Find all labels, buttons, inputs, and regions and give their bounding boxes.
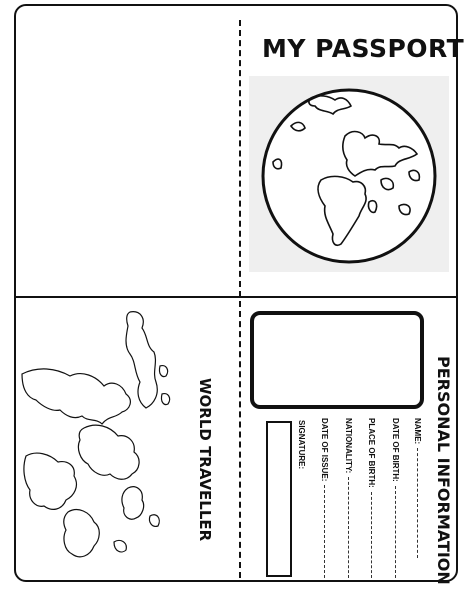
field-line: [417, 448, 418, 559]
globe-icon: [249, 76, 449, 272]
field-line: [348, 477, 349, 578]
field-label: NAME:: [413, 418, 422, 445]
nationality-field: NATIONALITY:: [344, 418, 353, 578]
photo-box: [250, 311, 424, 409]
field-line: [371, 491, 372, 578]
field-label: NATIONALITY:: [344, 418, 353, 474]
horizontal-fold-line: [14, 296, 458, 298]
field-label: PLACE OF BIRTH:: [367, 418, 376, 488]
field-label: DATE OF BIRTH:: [391, 418, 400, 482]
field-line: [395, 485, 396, 578]
field-line: [324, 485, 325, 578]
vertical-fold-line: [239, 20, 241, 578]
signature-box: [266, 421, 292, 577]
world-map-icon: [21, 311, 171, 558]
date-of-birth-field: DATE OF BIRTH:: [391, 418, 400, 578]
passport-sheet: [14, 4, 458, 582]
world-traveller-label: WORLD TRAVELLER: [196, 378, 214, 542]
date-of-issue-field: DATE OF ISSUE:: [320, 418, 329, 578]
signature-label: SIGNATURE:: [297, 420, 306, 470]
name-field: NAME:: [413, 418, 422, 578]
passport-title: MY PASSPORT: [262, 34, 465, 63]
personal-information-title: PERSONAL INFORMATION: [434, 356, 453, 585]
field-label: DATE OF ISSUE:: [320, 418, 329, 482]
place-of-birth-field: PLACE OF BIRTH:: [367, 418, 376, 578]
